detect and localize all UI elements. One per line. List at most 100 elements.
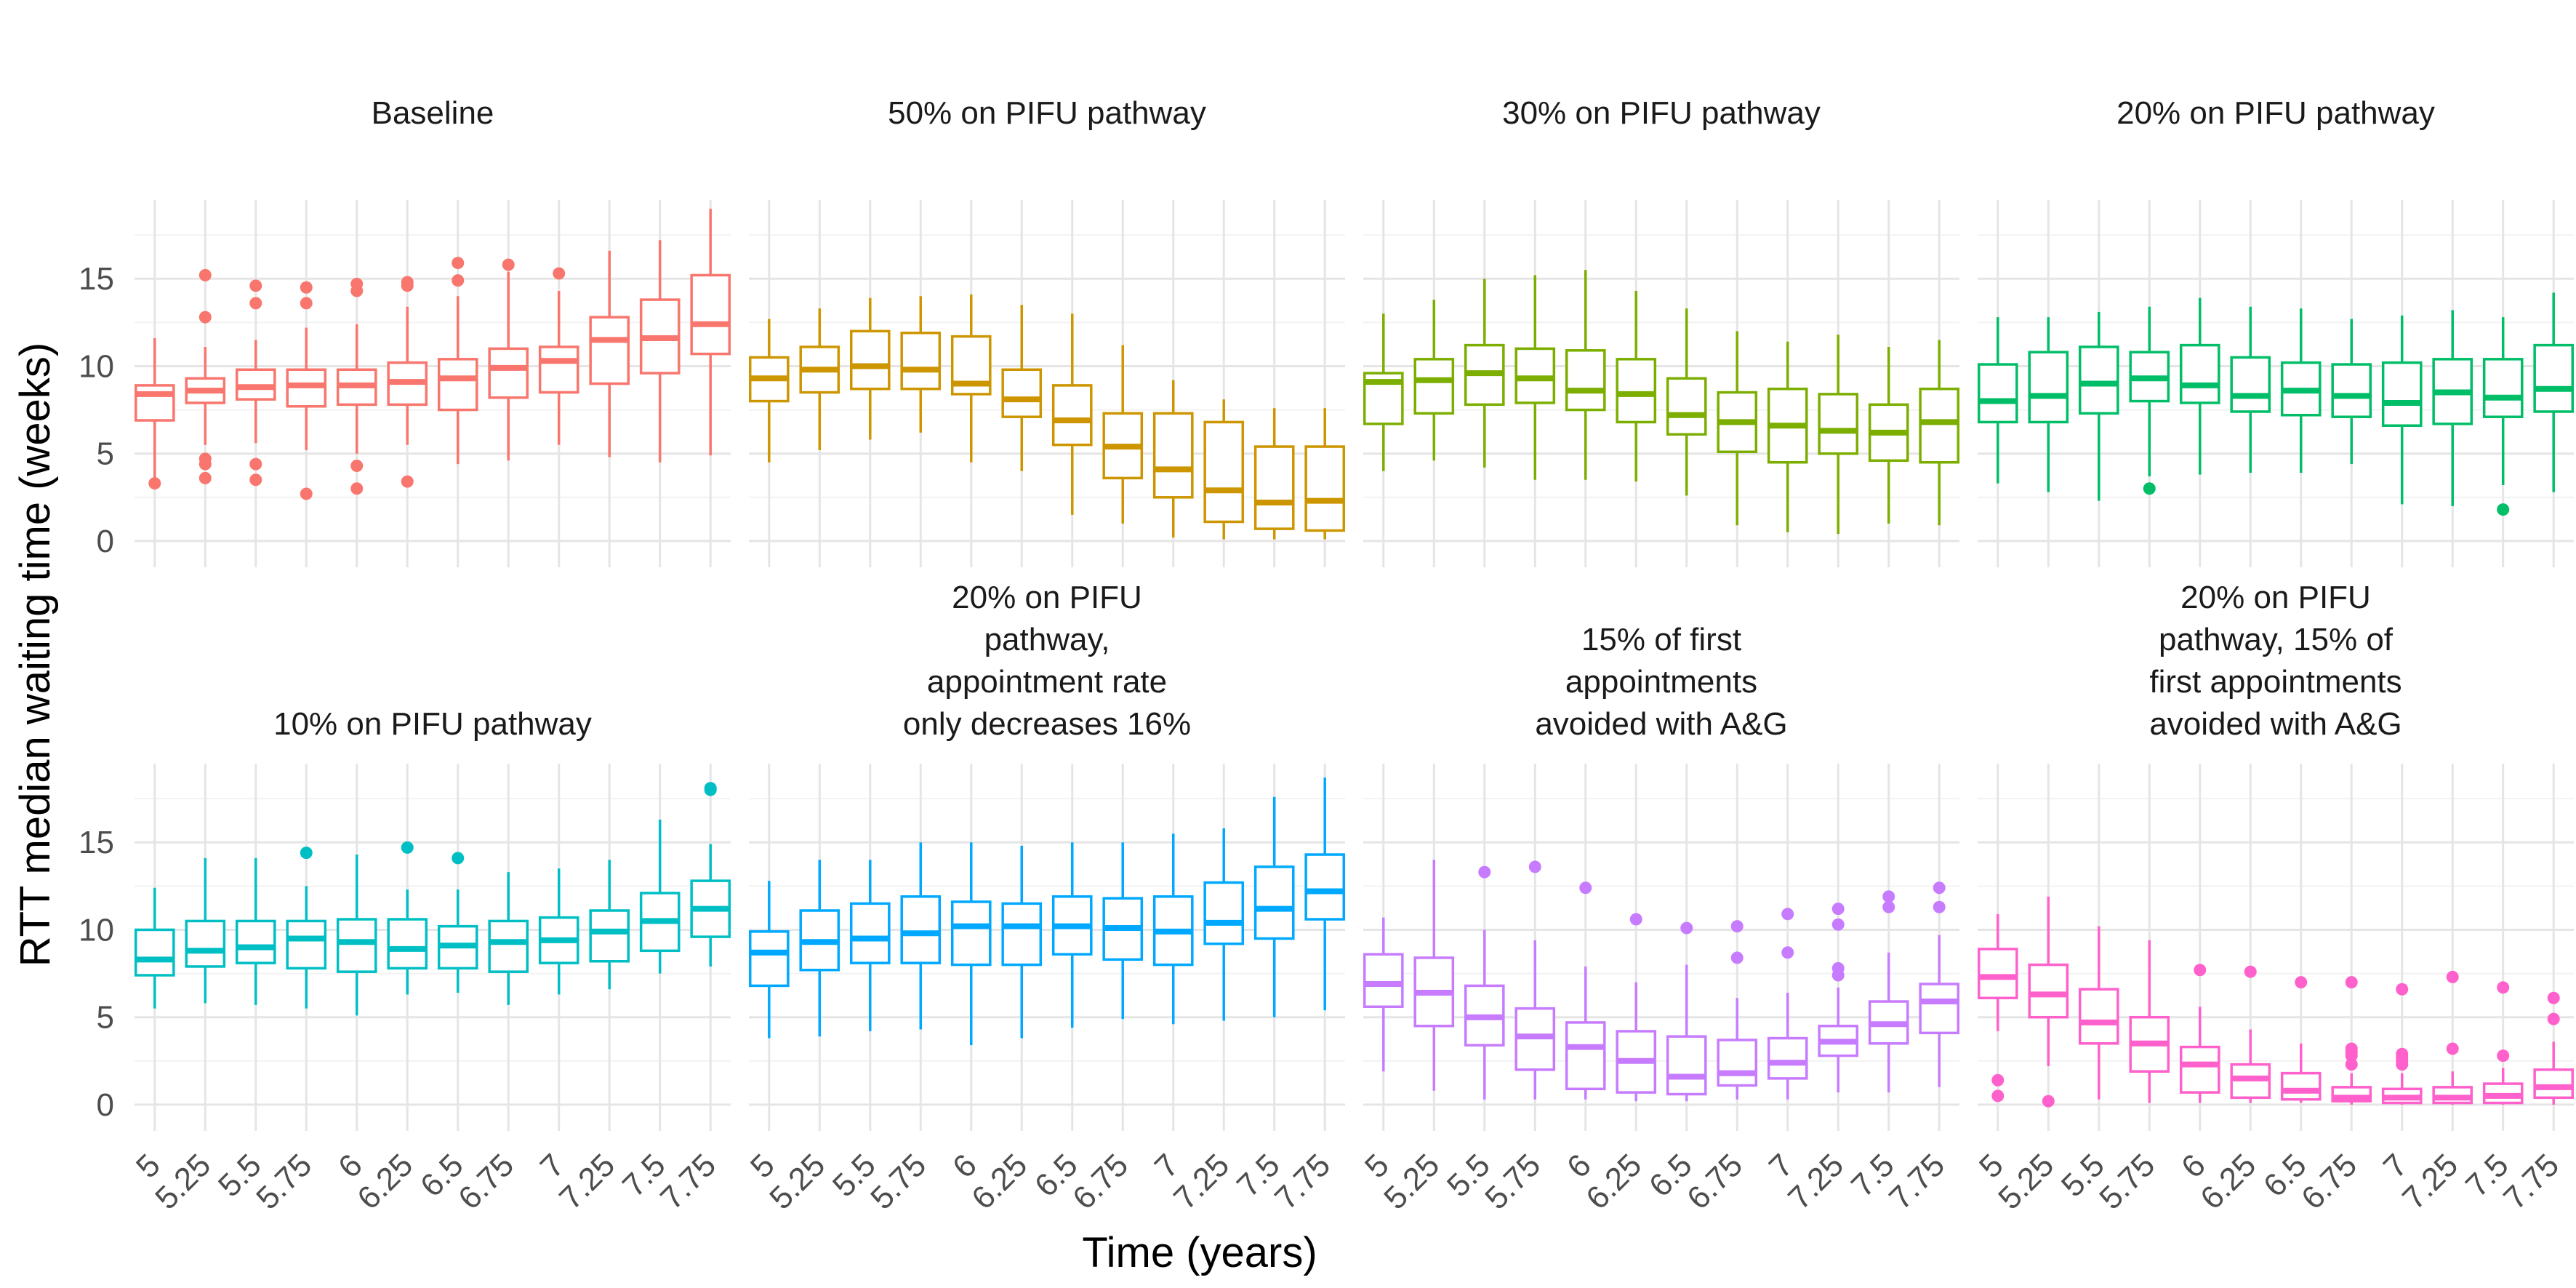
box-iqr bbox=[336, 918, 377, 973]
outlier-point bbox=[198, 311, 212, 324]
box bbox=[1919, 340, 1960, 526]
box bbox=[849, 297, 891, 440]
y-axis-title: RTT median waiting time (weeks) bbox=[12, 343, 59, 967]
box bbox=[1304, 408, 1346, 540]
box-iqr bbox=[488, 347, 529, 399]
box-iqr bbox=[134, 384, 175, 422]
facet-panel: Baseline bbox=[134, 95, 731, 567]
box bbox=[1616, 291, 1657, 482]
box bbox=[1666, 308, 1707, 496]
outlier-point bbox=[553, 267, 566, 280]
facet-panel: 30% on PIFU pathway bbox=[1363, 95, 1960, 567]
facet-title: 50% on PIFU pathway bbox=[888, 95, 1206, 131]
box bbox=[1304, 777, 1346, 1011]
outlier-point bbox=[249, 473, 262, 487]
box-iqr bbox=[1666, 1035, 1707, 1096]
facet-panels: Baseline 50% on PIFU pathway 30% on PIFU p… bbox=[134, 95, 2575, 1131]
box bbox=[799, 308, 840, 450]
box-iqr bbox=[286, 919, 327, 970]
box bbox=[589, 250, 630, 457]
box bbox=[1363, 313, 1404, 471]
box bbox=[286, 281, 327, 500]
outlier-point bbox=[1991, 1073, 2005, 1087]
box bbox=[1102, 842, 1144, 1020]
outlier-point bbox=[350, 284, 364, 297]
box bbox=[1363, 917, 1404, 1072]
box bbox=[2280, 308, 2322, 473]
box-iqr bbox=[2381, 361, 2423, 427]
facet-title: 10% on PIFU pathway bbox=[273, 706, 592, 742]
box-iqr bbox=[2331, 363, 2372, 418]
box bbox=[748, 881, 790, 1039]
box-iqr bbox=[1363, 953, 1404, 1009]
box bbox=[2533, 292, 2575, 492]
outlier-point bbox=[2345, 1058, 2358, 1071]
box bbox=[2331, 976, 2372, 1105]
box-iqr bbox=[1818, 393, 1859, 455]
facet-title: 30% on PIFU pathway bbox=[1502, 95, 1821, 131]
box bbox=[1253, 408, 1295, 540]
facet-title-line: appointment rate bbox=[927, 664, 1167, 700]
x-axis-title: Time (years) bbox=[1082, 1229, 1317, 1276]
box bbox=[488, 258, 529, 461]
outlier-point bbox=[300, 847, 313, 860]
box bbox=[2432, 970, 2473, 1105]
box-iqr bbox=[488, 919, 529, 973]
box bbox=[437, 852, 478, 993]
box bbox=[639, 819, 681, 974]
box bbox=[488, 872, 529, 1005]
box-iqr bbox=[1666, 377, 1707, 436]
facet-title-line: 10% on PIFU pathway bbox=[273, 706, 592, 742]
box-iqr bbox=[1203, 420, 1245, 524]
facet-panel: 15% of first appointments avoided with A&G bbox=[1363, 622, 1960, 1131]
outlier-point bbox=[198, 471, 212, 484]
box bbox=[134, 337, 175, 490]
outlier-point bbox=[1730, 920, 1744, 933]
outlier-point bbox=[198, 457, 212, 471]
box bbox=[2078, 926, 2119, 1100]
outlier-point bbox=[1991, 1089, 2005, 1103]
box bbox=[1152, 380, 1194, 538]
box-iqr bbox=[437, 358, 478, 412]
box bbox=[1051, 313, 1093, 515]
box bbox=[950, 842, 992, 1046]
box bbox=[2381, 983, 2423, 1105]
outlier-point bbox=[1831, 903, 1845, 916]
box-iqr bbox=[748, 930, 790, 988]
facet-title-line: 50% on PIFU pathway bbox=[888, 95, 1206, 131]
box-iqr bbox=[589, 316, 630, 385]
facet-title-line: 15% of first bbox=[1581, 622, 1741, 657]
box bbox=[1717, 331, 1758, 526]
box-iqr bbox=[2230, 356, 2271, 413]
box bbox=[799, 860, 840, 1037]
box bbox=[1919, 881, 1960, 1087]
box-iqr bbox=[235, 919, 276, 964]
box-iqr bbox=[1919, 983, 1960, 1035]
box bbox=[1868, 890, 1909, 1093]
box bbox=[2432, 310, 2473, 506]
y-tick-label: 0 bbox=[97, 524, 114, 559]
box bbox=[900, 842, 942, 1030]
box bbox=[336, 277, 377, 495]
outlier-point bbox=[2547, 991, 2560, 1004]
box-iqr bbox=[1152, 412, 1194, 499]
box bbox=[185, 268, 226, 484]
facet-title-line: Baseline bbox=[372, 95, 494, 131]
box bbox=[1464, 279, 1505, 468]
box-iqr bbox=[1253, 865, 1295, 940]
box bbox=[235, 279, 276, 487]
box bbox=[1767, 908, 1808, 1100]
box bbox=[1203, 399, 1245, 540]
y-tick-label: 5 bbox=[97, 436, 114, 472]
outlier-point bbox=[452, 852, 465, 865]
outlier-point bbox=[350, 482, 364, 495]
box bbox=[2331, 319, 2372, 465]
box bbox=[1102, 345, 1144, 524]
box bbox=[1717, 920, 1758, 1100]
box-iqr bbox=[2280, 1071, 2322, 1101]
box bbox=[185, 857, 226, 1004]
box bbox=[1565, 270, 1606, 480]
box-iqr bbox=[2028, 351, 2069, 424]
facet-title: 15% of first appointments avoided with A&G bbox=[1535, 622, 1787, 742]
